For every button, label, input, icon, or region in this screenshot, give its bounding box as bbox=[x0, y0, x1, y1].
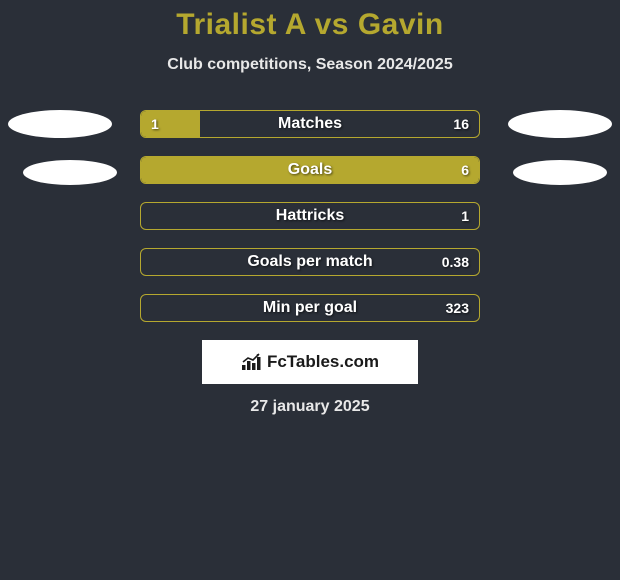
date-label: 27 january 2025 bbox=[0, 398, 620, 416]
stat-value-right: 323 bbox=[446, 300, 469, 316]
stat-bar: Hattricks 1 bbox=[140, 202, 480, 230]
stat-label: Min per goal bbox=[263, 299, 357, 317]
brand-text: FcTables.com bbox=[267, 352, 379, 372]
bar-chart-icon bbox=[241, 353, 263, 371]
stat-value-right: 16 bbox=[453, 116, 469, 132]
stat-value-right: 0.38 bbox=[442, 254, 469, 270]
stat-label: Goals per match bbox=[247, 253, 372, 271]
stat-label: Matches bbox=[278, 115, 342, 133]
stats-area: Matches 1 16 Goals 6 Hattricks 1 Goals per matc… bbox=[0, 110, 620, 322]
stat-label: Goals bbox=[288, 161, 332, 179]
stat-bar: Goals 6 bbox=[140, 156, 480, 184]
page-title: Trialist A vs Gavin bbox=[0, 8, 620, 42]
stat-bar: Matches 1 16 bbox=[140, 110, 480, 138]
bar-fill-left bbox=[141, 111, 200, 137]
brand-box[interactable]: FcTables.com bbox=[202, 340, 418, 384]
subtitle: Club competitions, Season 2024/2025 bbox=[0, 56, 620, 74]
stat-row: Goals per match 0.38 bbox=[0, 248, 620, 276]
player-ellipse bbox=[8, 110, 112, 138]
brand-label: FcTables.com bbox=[241, 352, 379, 372]
player-ellipse bbox=[513, 160, 607, 185]
stat-row: Hattricks 1 bbox=[0, 202, 620, 230]
player-ellipse bbox=[508, 110, 612, 138]
stat-value-right: 1 bbox=[461, 208, 469, 224]
stat-bar: Min per goal 323 bbox=[140, 294, 480, 322]
stat-value-left: 1 bbox=[151, 116, 159, 132]
stat-value-right: 6 bbox=[461, 162, 469, 178]
player-ellipse bbox=[23, 160, 117, 185]
stat-bar: Goals per match 0.38 bbox=[140, 248, 480, 276]
stat-row: Min per goal 323 bbox=[0, 294, 620, 322]
stat-label: Hattricks bbox=[276, 207, 344, 225]
